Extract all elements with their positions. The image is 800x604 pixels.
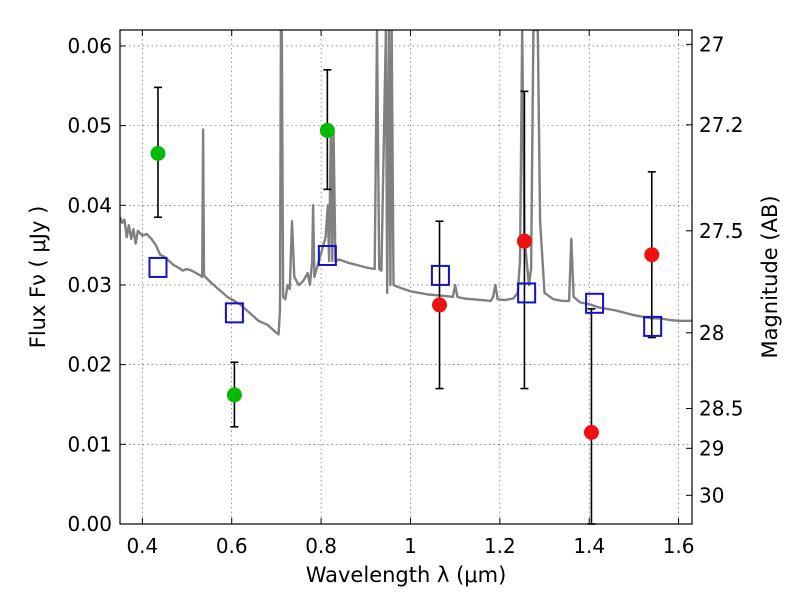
x-tick-label: 1.4	[573, 534, 605, 558]
y-axis-left: 0.00 0.01 0.02 0.03 0.04 0.05 0.06	[67, 34, 126, 536]
model-point	[148, 256, 168, 278]
right-tick-label: 29	[699, 436, 724, 460]
x-axis-label: Wavelength λ (μm)	[306, 563, 507, 587]
model-point	[430, 264, 450, 286]
y-tick-label: 0.00	[67, 512, 112, 536]
x-tick-label: 1.2	[484, 534, 516, 558]
y-axis-right: 27 27.2 27.5 28 28.5 29 30	[686, 32, 744, 507]
data-point	[319, 122, 335, 138]
y-axis-label: Flux Fν ( μJy )	[26, 206, 50, 349]
y-tick-label: 0.02	[67, 353, 112, 377]
data-point	[516, 233, 532, 249]
data-point	[583, 424, 599, 440]
x-tick-label: 1.6	[663, 534, 695, 558]
data-point	[226, 387, 242, 403]
model-point	[224, 302, 244, 324]
right-tick-label: 30	[699, 483, 724, 507]
x-axis: 0.4 0.6 0.8 1 1.2 1.4 1.6	[126, 30, 695, 558]
y-tick-label: 0.03	[67, 273, 112, 297]
model-point	[317, 244, 337, 266]
model-spectrum	[120, 30, 692, 336]
spectrum-line	[120, 30, 692, 336]
y-tick-label: 0.06	[67, 34, 112, 58]
model-point	[643, 315, 663, 337]
model-point	[517, 282, 537, 304]
model-point	[585, 292, 605, 314]
right-tick-label: 27	[699, 32, 724, 56]
data-point	[150, 146, 166, 161]
right-tick-label: 28.5	[699, 396, 744, 420]
data-point	[644, 247, 660, 263]
x-tick-label: 0.4	[126, 534, 158, 558]
right-tick-label: 28	[699, 321, 724, 345]
right-tick-label: 27.5	[699, 219, 744, 243]
x-tick-label: 0.6	[216, 534, 248, 558]
plot-frame	[119, 29, 693, 525]
y-tick-label: 0.04	[67, 193, 112, 217]
y-tick-label: 0.05	[67, 114, 112, 138]
data-markers	[148, 122, 663, 440]
x-tick-label: 0.8	[305, 534, 337, 558]
data-point	[432, 297, 448, 313]
y-tick-label: 0.01	[67, 432, 112, 456]
right-tick-label: 27.2	[699, 113, 744, 137]
y-axis-right-label: Magnitude (AB)	[758, 195, 782, 358]
x-tick-label: 1	[404, 534, 417, 558]
